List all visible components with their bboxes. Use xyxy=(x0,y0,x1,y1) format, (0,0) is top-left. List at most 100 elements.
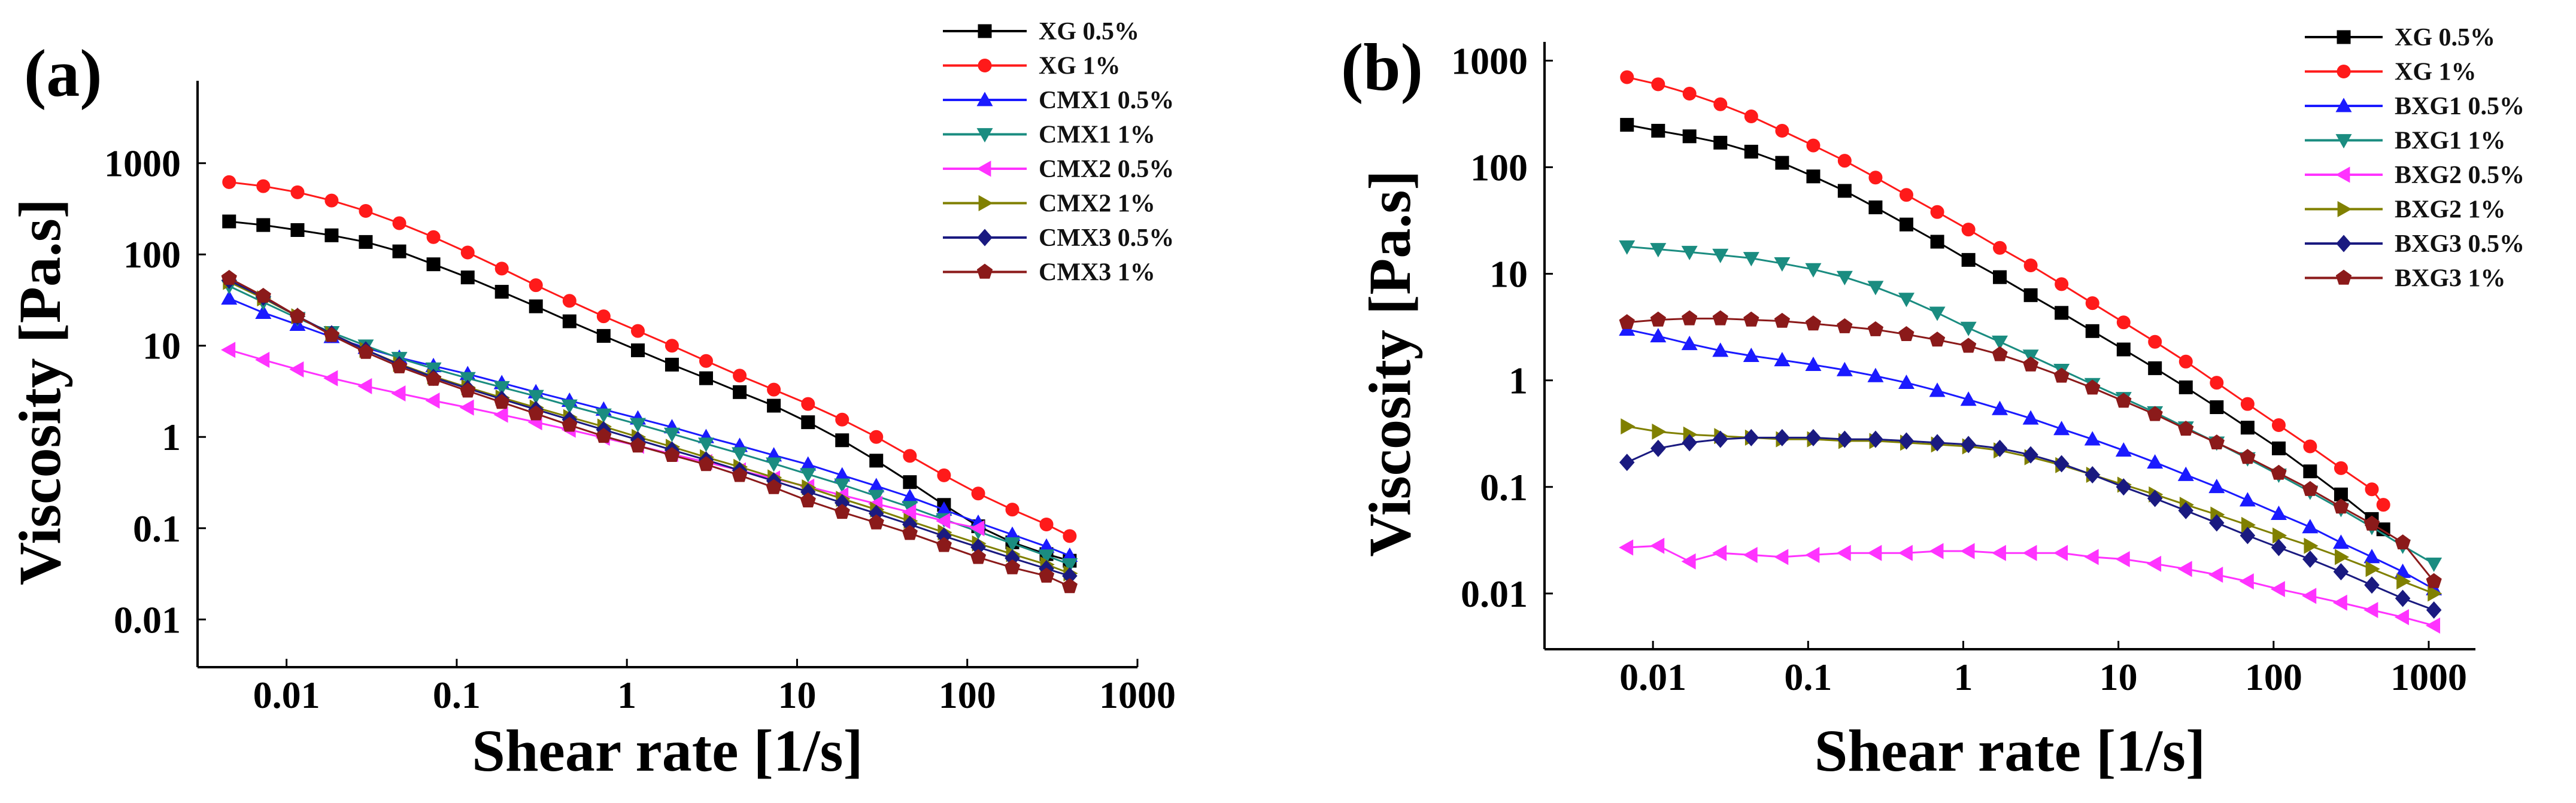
data-point xyxy=(1004,559,1021,574)
data-point xyxy=(459,399,474,416)
data-point xyxy=(1805,356,1822,372)
data-point xyxy=(2177,561,2192,577)
data-point xyxy=(2147,555,2162,572)
y-tick-label: 100 xyxy=(1470,146,1528,188)
data-point xyxy=(2209,514,2225,532)
legend-item: CMX2 1% xyxy=(943,190,1155,218)
legend-item: CMX2 0.5% xyxy=(943,156,1174,183)
data-point xyxy=(1930,205,1944,219)
data-point xyxy=(1930,235,1944,249)
data-point xyxy=(528,405,544,421)
data-point xyxy=(324,228,339,242)
data-point xyxy=(460,382,476,398)
data-point xyxy=(426,257,441,272)
data-point xyxy=(1993,270,2007,284)
panel-letter: (b) xyxy=(1341,31,1423,105)
data-point xyxy=(2302,588,2317,604)
data-point xyxy=(2148,361,2162,375)
legend-item: XG 0.5% xyxy=(943,18,1139,45)
data-point xyxy=(902,504,917,521)
panel-a: (a) 0.01 0.1 1 10 100 1000 0.01 0.1 1 10 100 1000 She… xyxy=(7,18,1176,784)
series-line xyxy=(229,181,1070,537)
data-point xyxy=(2240,449,2256,464)
data-point xyxy=(2239,492,2256,507)
data-point xyxy=(630,437,646,453)
data-point xyxy=(1991,545,2006,561)
data-point xyxy=(2333,563,2349,581)
data-point xyxy=(2302,550,2318,568)
data-point xyxy=(596,328,611,343)
x-tick-label: 0.01 xyxy=(253,674,320,716)
x-tick-label: 10 xyxy=(778,674,816,716)
y-tick-label: 100 xyxy=(123,233,181,276)
data-point xyxy=(1898,432,1914,450)
legend-item: BXG2 1% xyxy=(2305,196,2506,224)
data-point xyxy=(2426,573,2442,588)
data-point xyxy=(1712,310,1728,326)
data-point xyxy=(1620,70,1634,84)
y-tick-label: 0.1 xyxy=(1480,466,1528,509)
data-point xyxy=(2085,324,2099,338)
data-point xyxy=(2394,609,2409,625)
data-point xyxy=(2270,505,2287,521)
data-point xyxy=(2332,594,2347,611)
data-point xyxy=(1806,428,1821,446)
data-point xyxy=(1619,314,1635,329)
data-point xyxy=(2084,431,2101,446)
data-point xyxy=(733,385,747,399)
data-point xyxy=(937,468,951,482)
y-tick-label: 1000 xyxy=(1451,39,1528,82)
y-tick-label: 0.01 xyxy=(114,598,181,641)
data-point xyxy=(2270,580,2285,598)
legend-item: BXG3 1% xyxy=(2305,265,2506,293)
data-point xyxy=(732,467,748,482)
data-point xyxy=(970,549,987,564)
data-point xyxy=(970,520,985,537)
data-point xyxy=(1837,184,1852,198)
data-point xyxy=(1063,529,1077,543)
legend-item: BXG1 0.5% xyxy=(2305,93,2525,120)
data-point xyxy=(1961,436,1976,454)
data-point xyxy=(1038,567,1055,583)
data-point xyxy=(1038,549,1055,564)
data-point xyxy=(1743,546,1758,563)
data-point xyxy=(2272,527,2287,544)
data-point xyxy=(2425,617,2441,634)
data-point xyxy=(1837,154,1852,168)
data-point xyxy=(834,478,851,493)
data-point xyxy=(699,354,713,368)
legend-marker xyxy=(2336,235,2352,253)
data-point xyxy=(2085,379,2101,395)
data-point xyxy=(221,342,236,358)
data-point xyxy=(1713,135,1728,150)
legend-marker xyxy=(978,24,992,38)
data-point xyxy=(1650,537,1665,554)
data-point xyxy=(2055,277,2069,291)
data-point xyxy=(2055,306,2069,320)
x-tick-label: 1000 xyxy=(2390,656,2467,698)
data-point xyxy=(529,278,543,293)
data-point xyxy=(2271,464,2287,480)
data-point xyxy=(2053,367,2070,383)
data-point xyxy=(1960,391,1977,406)
data-point xyxy=(1898,545,1913,561)
data-point xyxy=(2210,376,2224,390)
data-point xyxy=(1898,293,1914,308)
data-point xyxy=(562,416,578,432)
data-point xyxy=(1961,223,1976,237)
data-point xyxy=(255,287,271,303)
legend-label: CMX1 1% xyxy=(1039,121,1155,149)
data-point xyxy=(1992,346,2008,361)
y-tick-label: 1 xyxy=(1509,360,1528,402)
data-point xyxy=(289,308,306,323)
series-bxg2-0-5 xyxy=(1619,537,2441,634)
data-point xyxy=(2240,421,2255,435)
data-point xyxy=(1005,503,1020,517)
data-point xyxy=(493,381,510,396)
data-point xyxy=(1619,454,1635,472)
legend: XG 0.5% XG 1% BXG1 0.5% BXG1 1% BXG2 0.5% BXG… xyxy=(2305,24,2525,293)
data-point xyxy=(800,492,816,507)
data-point xyxy=(1713,430,1728,448)
data-point xyxy=(2426,557,2443,572)
legend-label: BXG3 1% xyxy=(2395,265,2506,293)
